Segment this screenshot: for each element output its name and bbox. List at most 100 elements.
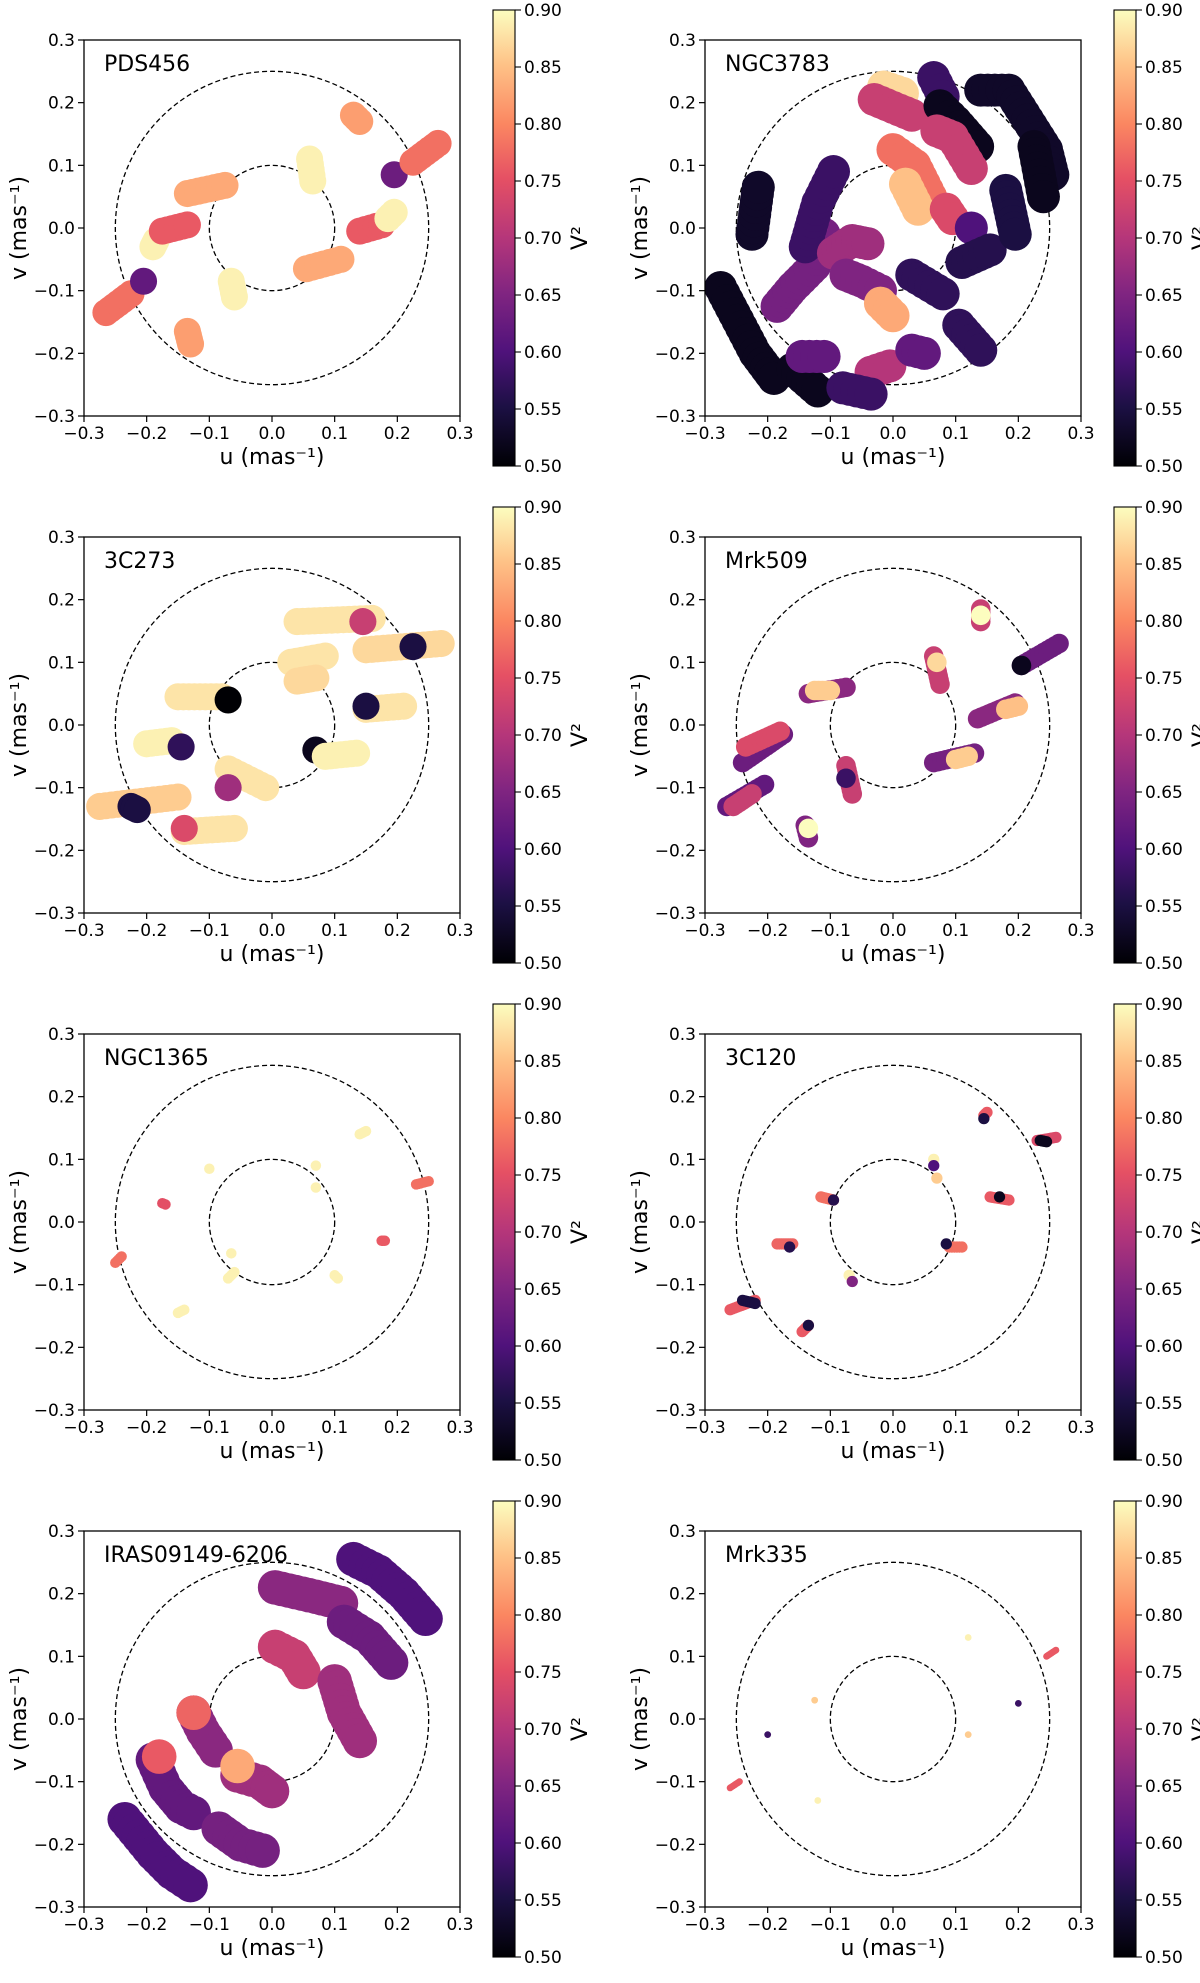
colorbar-tick-label: 0.85: [1145, 58, 1183, 78]
data-point: [220, 283, 248, 311]
data-point: [827, 1194, 840, 1206]
x-tick-label: 0.3: [446, 1418, 473, 1438]
x-tick-label: 0.0: [879, 1418, 906, 1438]
colorbar-tick-label: 0.60: [1145, 1337, 1183, 1357]
data-point: [423, 1176, 434, 1187]
data-point: [742, 784, 762, 804]
data-point: [129, 267, 158, 295]
colorbar-tick-label: 0.60: [524, 1337, 562, 1357]
colorbar-tick-label: 0.55: [1145, 1891, 1183, 1911]
colorbar: [1113, 506, 1137, 964]
colorbar-tick-label: 0.55: [524, 897, 562, 917]
colorbar-label: V²: [1189, 723, 1200, 747]
data-point: [160, 1199, 171, 1210]
plot-area: [107, 1541, 443, 1903]
colorbar-tick-label: 0.50: [524, 457, 562, 477]
colorbar-tick-label: 0.60: [1145, 840, 1183, 860]
x-tick-label: −0.2: [126, 424, 167, 444]
reference-circle: [735, 70, 1051, 386]
y-tick-label: 0.0: [48, 1213, 75, 1233]
y-tick-label: −0.1: [655, 1276, 696, 1296]
plot-area: [110, 1064, 434, 1380]
colorbar-tick-label: 0.70: [1145, 229, 1183, 249]
colorbar: [1113, 1500, 1137, 1958]
data-point: [836, 768, 856, 789]
x-tick-label: −0.3: [63, 1418, 104, 1438]
y-tick-label: −0.3: [34, 904, 75, 924]
colorbar-tick-label: 0.85: [524, 1052, 562, 1072]
panel-title: 3C273: [104, 549, 175, 574]
data-point: [1026, 180, 1060, 214]
data-point: [956, 1241, 968, 1253]
colorbar: [1113, 1003, 1137, 1461]
y-tick-label: −0.3: [655, 1401, 696, 1421]
colorbar-tick-label: 0.70: [1145, 1223, 1183, 1243]
colorbar-tick-label: 0.65: [524, 1280, 562, 1300]
x-tick-label: −0.1: [810, 424, 851, 444]
data-point: [783, 1241, 796, 1253]
data-point: [220, 1748, 255, 1784]
y-axis-label: v (mas⁻¹): [628, 1170, 653, 1274]
data-point: [286, 1654, 321, 1690]
y-tick-label: 0.2: [48, 1088, 75, 1108]
colorbar-label: V²: [568, 1717, 593, 1741]
y-tick-label: 0.1: [48, 156, 75, 176]
y-tick-label: 0.3: [48, 1025, 75, 1045]
data-point: [1040, 1136, 1053, 1148]
reference-circle: [114, 70, 430, 386]
y-tick-label: 0.1: [669, 156, 696, 176]
y-axis-label: v (mas⁻¹): [628, 1667, 653, 1771]
x-axis-label: u (mas⁻¹): [841, 1439, 946, 1464]
data-point: [1050, 1131, 1062, 1144]
y-tick-label: 0.0: [669, 219, 696, 239]
y-axis-label: v (mas⁻¹): [7, 1667, 32, 1771]
y-tick-label: −0.3: [655, 407, 696, 427]
data-point: [954, 211, 988, 245]
panel-title: PDS456: [104, 52, 190, 77]
axes-frame: [704, 1033, 1082, 1411]
data-point: [931, 1172, 943, 1184]
x-tick-label: 0.3: [446, 1915, 473, 1935]
y-tick-label: 0.2: [48, 591, 75, 611]
x-tick-label: 0.2: [1005, 1418, 1032, 1438]
x-tick-label: 0.1: [942, 1418, 969, 1438]
y-tick-label: −0.2: [34, 1835, 75, 1855]
data-point: [802, 1319, 815, 1332]
x-axis-label: u (mas⁻¹): [841, 1936, 946, 1961]
data-point: [964, 333, 998, 367]
x-tick-label: −0.2: [126, 1915, 167, 1935]
data-point: [811, 1696, 819, 1704]
x-tick-label: 0.1: [942, 1915, 969, 1935]
x-tick-label: −0.2: [126, 921, 167, 941]
x-tick-label: 0.0: [258, 1418, 285, 1438]
y-tick-label: 0.3: [669, 528, 696, 548]
reference-circle: [208, 164, 336, 292]
x-tick-label: −0.1: [189, 424, 230, 444]
colorbar-tick-label: 0.50: [1145, 1948, 1183, 1968]
colorbar-tick-label: 0.60: [524, 343, 562, 363]
data-point: [1014, 1699, 1022, 1707]
data-point: [876, 299, 910, 333]
colorbar-tick-label: 0.65: [524, 286, 562, 306]
x-tick-label: −0.3: [684, 424, 725, 444]
data-point: [229, 1266, 240, 1278]
data-point: [973, 233, 1007, 267]
y-tick-label: −0.1: [34, 1276, 75, 1296]
colorbar-tick-label: 0.75: [524, 172, 562, 192]
data-point: [970, 605, 991, 626]
data-point: [926, 277, 960, 311]
data-point: [141, 1739, 177, 1774]
x-tick-label: −0.1: [810, 1915, 851, 1935]
colorbar-tick-label: 0.80: [1145, 115, 1183, 135]
data-point: [332, 1273, 344, 1284]
colorbar-tick-label: 0.75: [1145, 1166, 1183, 1186]
data-point: [895, 98, 929, 132]
panel-pds456: −0.3−0.3 −0.2 −0.2 −0.1 −0.1 0.0 0.0 0.1 0.1 0.2 0…: [7, 1, 593, 477]
y-tick-label: −0.3: [655, 1898, 696, 1918]
x-tick-label: 0.0: [879, 1915, 906, 1935]
colorbar-tick-label: 0.80: [524, 115, 562, 135]
colorbar-tick-label: 0.55: [1145, 897, 1183, 917]
y-tick-label: 0.2: [48, 94, 75, 114]
data-point: [220, 814, 248, 842]
y-tick-label: 0.0: [48, 1710, 75, 1730]
